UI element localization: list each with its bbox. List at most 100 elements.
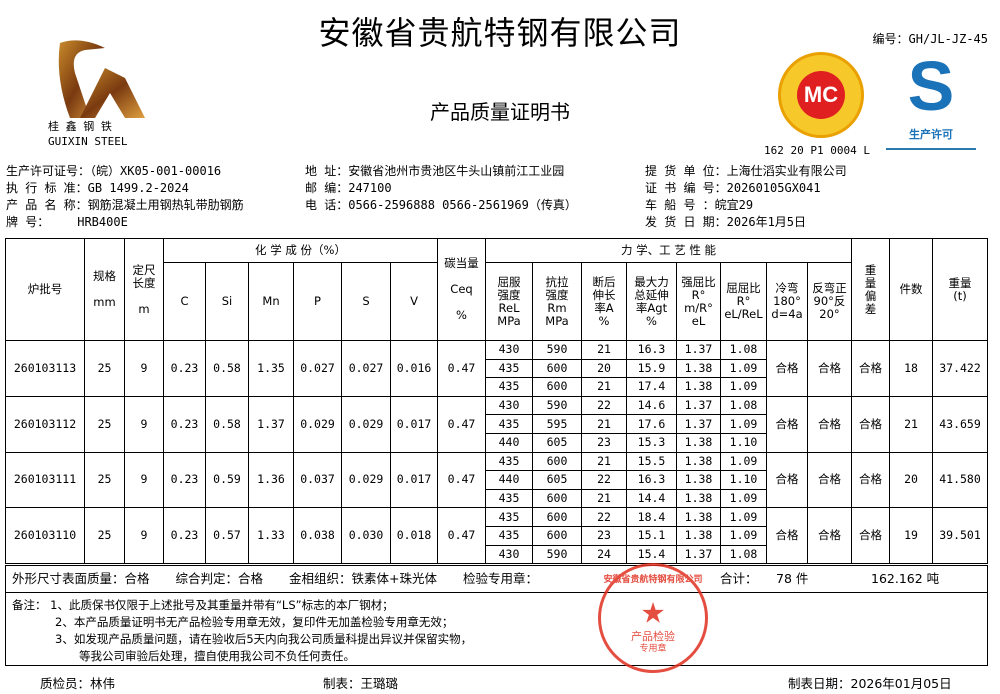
logo-text: 桂 鑫 钢 铁 GUIXIN STEEL (48, 119, 158, 149)
col-s: S (341, 262, 391, 341)
col-spec: 规格 mm (84, 238, 125, 341)
cell-ratio2: 1.08 (720, 544, 767, 565)
cell-ratio1: 1.38 (676, 507, 721, 527)
info-left: 生产许可证号：（皖）XK05-001-00016 执 行 标 准：GB 1499… (6, 163, 244, 231)
phone: 电 话：0566-2596888 0566-2561969（传真） (305, 198, 577, 212)
note-3: 3、如发现产品质量问题，请在验收后5天内向我公司质量科提出异议并保留实物， (55, 632, 473, 646)
spec-label: 规格 (93, 269, 116, 283)
cell-mn: 1.36 (248, 451, 294, 509)
table-row: 260103110 25 9 0.23 0.57 1.33 0.038 0.030 0.018 0… (5, 507, 988, 565)
agt-label: 最大力总延伸率Agt % (634, 274, 669, 328)
cell-ratio2: 1.10 (720, 432, 767, 453)
cell-a: 22 (581, 507, 627, 527)
mc-number: 162 20 P1 0004 L (764, 144, 870, 157)
col-pcs: 件数 (889, 238, 933, 341)
cell-a: 21 (581, 340, 627, 360)
cell-agt: 15.4 (626, 544, 677, 565)
cell-ratio2: 1.09 (720, 377, 767, 397)
cell-a: 21 (581, 377, 627, 397)
info-right: 提 货 单 位：上海仕滔实业有限公司 证 书 编 号：20260105GX041… (645, 163, 847, 231)
stamp-line1: 产品检验 (631, 630, 675, 643)
cell-agt: 15.3 (626, 432, 677, 453)
table-row: 440 605 23 15.3 1.38 1.10 (6, 432, 988, 453)
standard: 执 行 标 准：GB 1499.2-2024 (6, 181, 189, 195)
table-row: 260103112 25 9 0.23 0.58 1.37 0.029 0.029 0.017 0… (5, 395, 988, 453)
cell-ratio1: 1.38 (676, 358, 721, 379)
cell-pcs: 18 (889, 340, 933, 397)
col-rm: 抗拉强度Rm MPa (532, 262, 582, 341)
a-label: 断后伸长率A % (592, 274, 616, 328)
col-weight: 重量(t) (932, 238, 988, 341)
col-dev: 重量偏差 (851, 238, 890, 341)
inspector: 质检员：林伟 (40, 676, 116, 691)
cell-rev: 合格 (807, 507, 852, 565)
cert-no: 证 书 编 号：20260105GX041 (645, 181, 821, 195)
total-weight: 162.162 吨 (871, 571, 940, 586)
cell-c: 0.23 (163, 451, 206, 509)
col-chem: 化 学 成 份（%） (163, 238, 438, 263)
cell-rm: 600 (532, 377, 582, 397)
cell-spec: 25 (84, 507, 125, 565)
cell-length: 9 (124, 451, 164, 509)
cell-ratio2: 1.09 (720, 507, 767, 527)
weight-label: 重量(t) (948, 275, 972, 303)
cell-dev: 合格 (851, 395, 890, 453)
cell-rev: 合格 (807, 340, 852, 397)
cell-spec: 25 (84, 451, 125, 509)
note-1: 备注： 1、此质保书仅限于上述批号及其重量并带有“LS”标志的本厂钢材； (12, 598, 394, 612)
cell-rm: 600 (532, 358, 582, 379)
mc-certification-logo: MC (778, 52, 864, 138)
cell-ratio2: 1.08 (720, 340, 767, 360)
cell-rm: 605 (532, 470, 582, 490)
cell-agt: 15.9 (626, 358, 677, 379)
note-4: 等我公司审验后处理，擅自使用我公司不负任何责任。 (79, 649, 355, 663)
total-pcs: 78 件 (776, 571, 809, 586)
note-2: 2、本产品质量证明书无产品检验专用章无效，复印件无加盖检验专用章无效； (55, 615, 454, 629)
vehicle-no: 车 船 号 ：皖宜29 (645, 198, 754, 212)
col-rev: 反弯正90°反20° (807, 262, 852, 341)
ratio1-label: 强屈比R° m/R° eL (681, 274, 716, 328)
document-code: 编号：GH/JL-JZ-45 (872, 32, 988, 46)
cell-dev: 合格 (851, 451, 890, 509)
overall-judgement: 综合判定：合格 (175, 571, 264, 586)
col-mn: Mn (248, 262, 294, 341)
cell-spec: 25 (84, 340, 125, 397)
cell-mn: 1.33 (248, 507, 294, 565)
cell-ratio1: 1.37 (676, 544, 721, 565)
cell-pcs: 20 (889, 451, 933, 509)
preparer: 制表：王璐璐 (323, 676, 399, 691)
stamp-line2: 专用章 (639, 644, 667, 654)
qs-label: 生产许可 (909, 128, 953, 141)
cell-mn: 1.35 (248, 340, 294, 397)
cell-ratio1: 1.38 (676, 432, 721, 453)
cell-ratio1: 1.38 (676, 470, 721, 490)
length-unit: m (138, 301, 150, 316)
cell-ratio2: 1.09 (720, 358, 767, 379)
table-row: 435 600 21 14.4 1.38 1.09 (6, 488, 988, 509)
cell-ratio1: 1.38 (676, 488, 721, 509)
company-name: 安徽省贵航特钢有限公司 (318, 14, 682, 52)
cell-ratio1: 1.38 (676, 451, 721, 472)
cell-ratio1: 1.38 (676, 525, 721, 546)
col-p: P (293, 262, 342, 341)
ratio2-label: 屈屈比R° eL/ReL (724, 281, 763, 321)
cell-p: 0.029 (293, 395, 342, 453)
cell-batch: 260103113 (5, 340, 85, 397)
quality-table: 炉批号 规格 mm 定尺长度 m 化 学 成 份（%） 碳当量 Ceq% 力 学、工 … (5, 238, 988, 565)
cell-rm: 595 (532, 414, 582, 434)
grade-label: 牌 号： (6, 215, 50, 229)
cell-weight: 37.422 (932, 340, 988, 397)
cell-pcs: 19 (889, 507, 933, 565)
surface-quality: 外形尺寸表面质量：合格 (12, 571, 150, 586)
cell-a: 23 (581, 432, 627, 453)
consignee: 提 货 单 位：上海仕滔实业有限公司 (645, 164, 847, 178)
ceq-sym: Ceq (450, 282, 473, 296)
guixin-logo (50, 38, 150, 120)
col-a: 断后伸长率A % (581, 262, 627, 341)
mc-label: MC (797, 71, 845, 119)
cell-rel: 430 (485, 395, 533, 416)
cell-rel: 435 (485, 377, 533, 397)
cell-rel: 435 (485, 451, 533, 472)
cell-rel: 435 (485, 488, 533, 509)
cell-a: 21 (581, 414, 627, 434)
